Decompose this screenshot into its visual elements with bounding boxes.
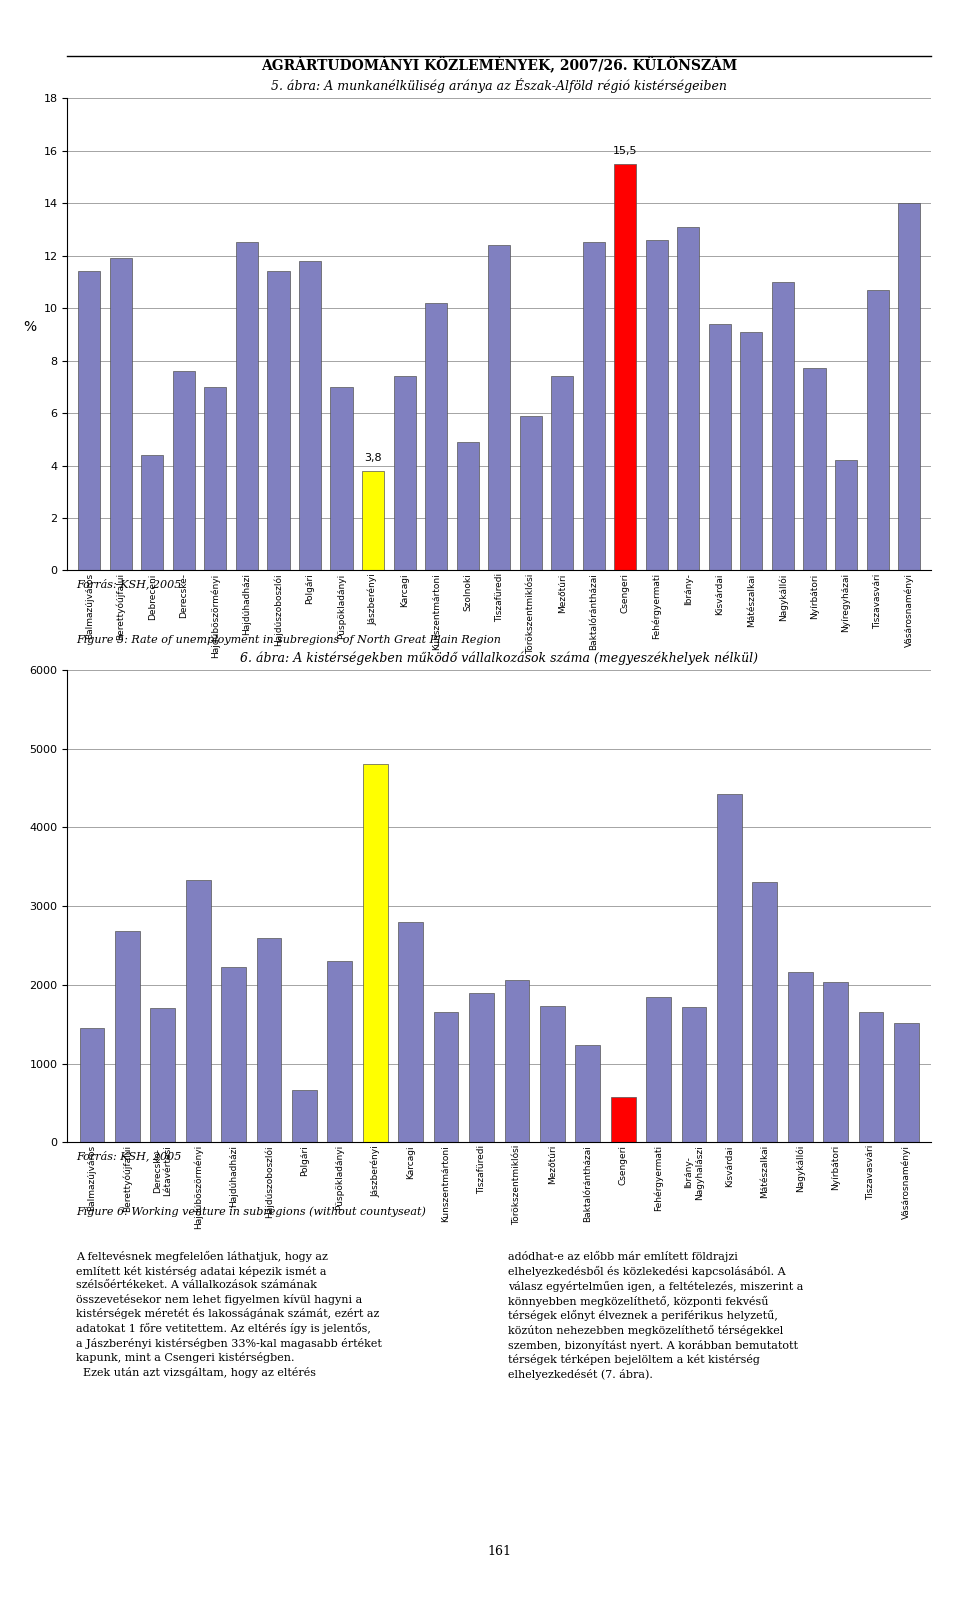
- Bar: [583, 242, 605, 570]
- Bar: [519, 416, 541, 570]
- Bar: [824, 982, 848, 1143]
- Bar: [425, 303, 447, 570]
- Bar: [835, 461, 857, 570]
- Bar: [740, 332, 762, 570]
- Bar: [682, 1006, 707, 1143]
- Title: 5. ábra: A munkanélküliség aránya az Észak-Alföld régió kistérségeiben: 5. ábra: A munkanélküliség aránya az Ész…: [272, 77, 727, 93]
- Bar: [611, 1096, 636, 1143]
- Bar: [505, 981, 529, 1143]
- Bar: [540, 1006, 564, 1143]
- Bar: [717, 794, 742, 1143]
- Bar: [678, 226, 700, 570]
- Text: 161: 161: [487, 1546, 511, 1558]
- Bar: [646, 239, 668, 570]
- Bar: [109, 258, 132, 570]
- Bar: [804, 369, 826, 570]
- Bar: [788, 973, 812, 1143]
- Title: 6. ábra: A kistérségekben működő vállalkozások száma (megyeszékhelyek nélkül): 6. ábra: A kistérségekben működő vállalk…: [240, 652, 758, 664]
- Bar: [575, 1045, 600, 1143]
- Bar: [362, 470, 384, 570]
- Bar: [899, 204, 921, 570]
- Bar: [394, 376, 416, 570]
- Bar: [858, 1011, 883, 1143]
- Bar: [115, 931, 140, 1143]
- Bar: [141, 454, 163, 570]
- Bar: [292, 1090, 317, 1143]
- Bar: [646, 997, 671, 1143]
- Bar: [186, 880, 210, 1143]
- Bar: [268, 271, 290, 570]
- Text: adódhat-e az előbb már említett földrajzi
elhelyezkedésből és közlekedési kapcso: adódhat-e az előbb már említett földrajz…: [508, 1252, 804, 1380]
- Bar: [299, 262, 321, 570]
- Text: Forrás: KSH, 2005: Forrás: KSH, 2005: [76, 578, 181, 589]
- Text: 15,5: 15,5: [613, 146, 637, 156]
- Bar: [772, 282, 794, 570]
- Bar: [204, 387, 227, 570]
- Bar: [363, 764, 388, 1143]
- Bar: [80, 1029, 105, 1143]
- Bar: [78, 271, 100, 570]
- Text: A feltevésnek megfelelően láthatjuk, hogy az
említett két kistérség adatai képez: A feltevésnek megfelelően láthatjuk, hog…: [76, 1252, 382, 1379]
- Bar: [614, 164, 636, 570]
- Bar: [236, 242, 258, 570]
- Bar: [753, 883, 778, 1143]
- Bar: [330, 387, 352, 570]
- Y-axis label: %: %: [23, 321, 36, 334]
- Bar: [489, 246, 510, 570]
- Bar: [434, 1011, 459, 1143]
- Text: Figure 6: Working venture in subregions (without countyseat): Figure 6: Working venture in subregions …: [76, 1207, 425, 1218]
- Bar: [221, 968, 246, 1143]
- Bar: [551, 376, 573, 570]
- Bar: [894, 1022, 919, 1143]
- Bar: [256, 939, 281, 1143]
- Bar: [457, 441, 479, 570]
- Text: Figure 5: Rate of unemployment in subregions of North Great Plain Region: Figure 5: Rate of unemployment in subreg…: [76, 636, 501, 645]
- Text: AGRÁRTUDOMÁNYI KÖZLEMÉNYEK, 2007/26. KÜLÖNSZÁM: AGRÁRTUDOMÁNYI KÖZLEMÉNYEK, 2007/26. KÜL…: [261, 55, 737, 72]
- Bar: [173, 371, 195, 570]
- Bar: [398, 921, 423, 1143]
- Bar: [327, 961, 352, 1143]
- Text: Forrás: KSH, 2005: Forrás: KSH, 2005: [76, 1151, 181, 1160]
- Text: 3,8: 3,8: [364, 453, 382, 462]
- Bar: [151, 1008, 175, 1143]
- Bar: [708, 324, 731, 570]
- Bar: [469, 992, 493, 1143]
- Bar: [867, 289, 889, 570]
